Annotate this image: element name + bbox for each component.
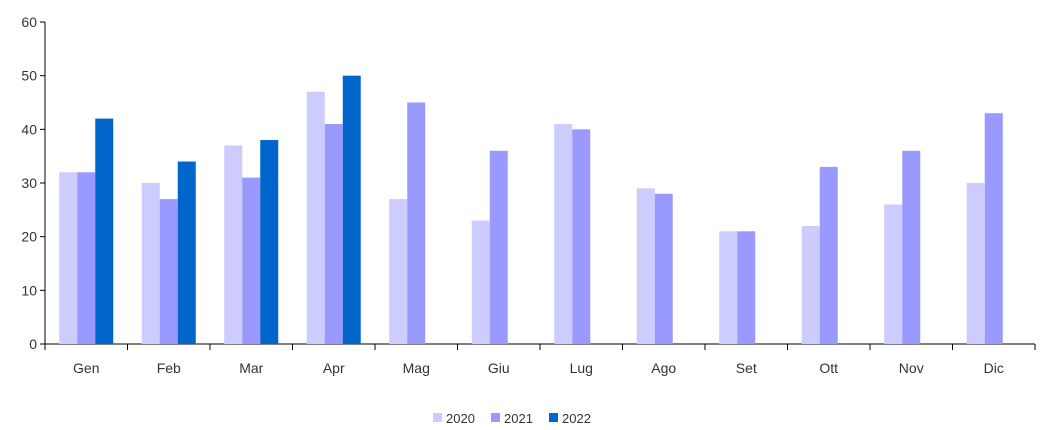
legend-label-2021: 2021 [504,411,533,426]
bar-2021-Gen [77,172,96,344]
y-tick-label: 10 [21,282,37,298]
x-tick-label: Ago [651,360,676,376]
bar-2020-Nov [884,204,903,344]
x-tick-label: Apr [323,360,345,376]
bar-2022-Feb [177,161,196,344]
x-tick-label: Set [736,360,757,376]
bar-2020-Gen [59,172,78,344]
bar-2022-Mar [260,140,279,344]
x-axis: Gen Feb Mar Apr Mag Giu Lug Ago Set Ott Nov Dic [44,343,1036,376]
bar-2021-Mar [242,177,261,344]
legend-swatch-2020 [433,413,442,422]
bar-2021-Apr [324,123,343,344]
y-tick-label: 60 [21,14,37,30]
bar-2022-Apr [342,75,361,345]
y-tick-label: 30 [21,175,37,191]
legend-label-2022: 2022 [562,411,591,426]
bar-2020-Mag [389,199,408,344]
bar-2020-Set [719,231,738,344]
bar-2020-Feb [141,183,160,344]
bar-2021-Feb [159,199,178,344]
bar-2021-Ago [654,193,673,344]
bar-2020-Ago [636,188,655,344]
x-tick-label: Nov [899,360,924,376]
bar-2020-Mar [224,145,243,344]
bar-2021-Mag [407,102,426,344]
x-tick-label: Ott [819,360,838,376]
legend-label-2020: 2020 [446,411,475,426]
legend: 2020 2021 2022 [433,411,591,426]
x-tick-label: Giu [488,360,510,376]
bar-2021-Set [737,231,756,344]
x-tick-label: Gen [73,360,99,376]
bar-2022-Gen [95,118,114,344]
bar-2020-Giu [471,220,490,344]
bar-2020-Ott [801,225,820,344]
legend-swatch-2022 [549,413,558,422]
bar-2021-Dic [984,113,1003,344]
bar-2020-Lug [554,123,573,344]
bar-2020-Apr [306,91,325,345]
y-tick-label: 50 [21,68,37,84]
bar-2021-Lug [572,129,591,344]
bar-2021-Giu [489,150,508,344]
legend-swatch-2021 [491,413,500,422]
x-tick-label: Feb [157,360,181,376]
y-tick-label: 20 [21,229,37,245]
bars [59,75,1003,345]
bar-2020-Dic [966,183,985,344]
y-axis: 0 10 20 30 40 50 60 [21,14,46,352]
y-tick-label: 0 [29,336,37,352]
x-tick-label: Mag [403,360,430,376]
bar-2021-Ott [819,166,838,344]
bar-2021-Nov [902,150,921,344]
x-tick-label: Lug [570,360,593,376]
x-tick-label: Mar [239,360,263,376]
x-tick-label: Dic [984,360,1004,376]
y-tick-label: 40 [21,121,37,137]
